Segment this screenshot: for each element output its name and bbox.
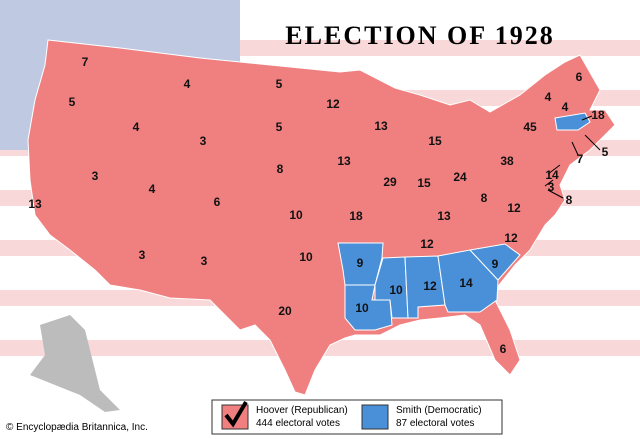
state-votes: 13 [337,154,351,168]
state-votes: 7 [577,152,584,166]
state-votes: 8 [481,191,488,205]
state-votes: 12 [507,201,521,215]
state-votes: 5 [602,145,609,159]
state-votes: 8 [566,193,573,207]
state-votes: 4 [149,182,156,196]
state-votes: 4 [562,100,569,114]
alaska [30,315,120,412]
state-votes: 9 [492,257,499,271]
credit: © Encyclopædia Britannica, Inc. [6,422,148,433]
state-votes: 3 [548,180,555,194]
legend-label: Hoover (Republican) [256,405,348,416]
state-votes: 10 [389,283,403,297]
state-votes: 13 [374,119,388,133]
legend-label: 444 electoral votes [256,418,340,429]
state-votes: 15 [428,134,442,148]
state-votes: 6 [576,70,583,84]
state-votes: 14 [545,168,559,182]
state-votes: 13 [28,197,42,211]
state-votes: 10 [289,208,303,222]
state-votes: 12 [420,237,434,251]
state-votes: 5 [69,95,76,109]
state-votes: 6 [214,195,221,209]
legend-label: 87 electoral votes [396,418,474,429]
state-votes: 4 [184,77,191,91]
democratic-states [337,112,591,331]
state-votes: 10 [355,301,369,315]
state-votes: 15 [417,176,431,190]
state-votes: 12 [326,97,340,111]
state-votes: 29 [383,175,397,189]
state-votes: 38 [500,154,514,168]
state-votes: 9 [357,256,364,270]
state-votes: 24 [453,170,467,184]
state-votes: 3 [139,248,146,262]
state-votes: 20 [278,304,292,318]
state-votes: 7 [82,55,89,69]
state-votes: 45 [523,120,537,134]
state-votes: 10 [299,250,313,264]
state-votes: 8 [277,162,284,176]
state-votes: 5 [276,120,283,134]
legend-label: Smith (Democratic) [396,405,482,416]
state-votes: 12 [504,231,518,245]
title: ELECTION OF 1928 [285,21,554,50]
state-votes: 13 [437,209,451,223]
state-votes: 18 [349,209,363,223]
leader-lines [544,115,601,199]
legend: Hoover (Republican) 444 electoral votes … [211,399,503,435]
state-votes: 5 [276,77,283,91]
state-votes: 12 [423,279,437,293]
state-votes: 14 [459,276,473,290]
state-votes: 6 [500,342,507,356]
state-votes: 3 [92,169,99,183]
state-votes: 4 [545,90,552,104]
state-votes: 3 [201,254,208,268]
state-votes: 18 [591,108,605,122]
state-votes: 3 [200,134,207,148]
state-votes: 4 [133,120,140,134]
